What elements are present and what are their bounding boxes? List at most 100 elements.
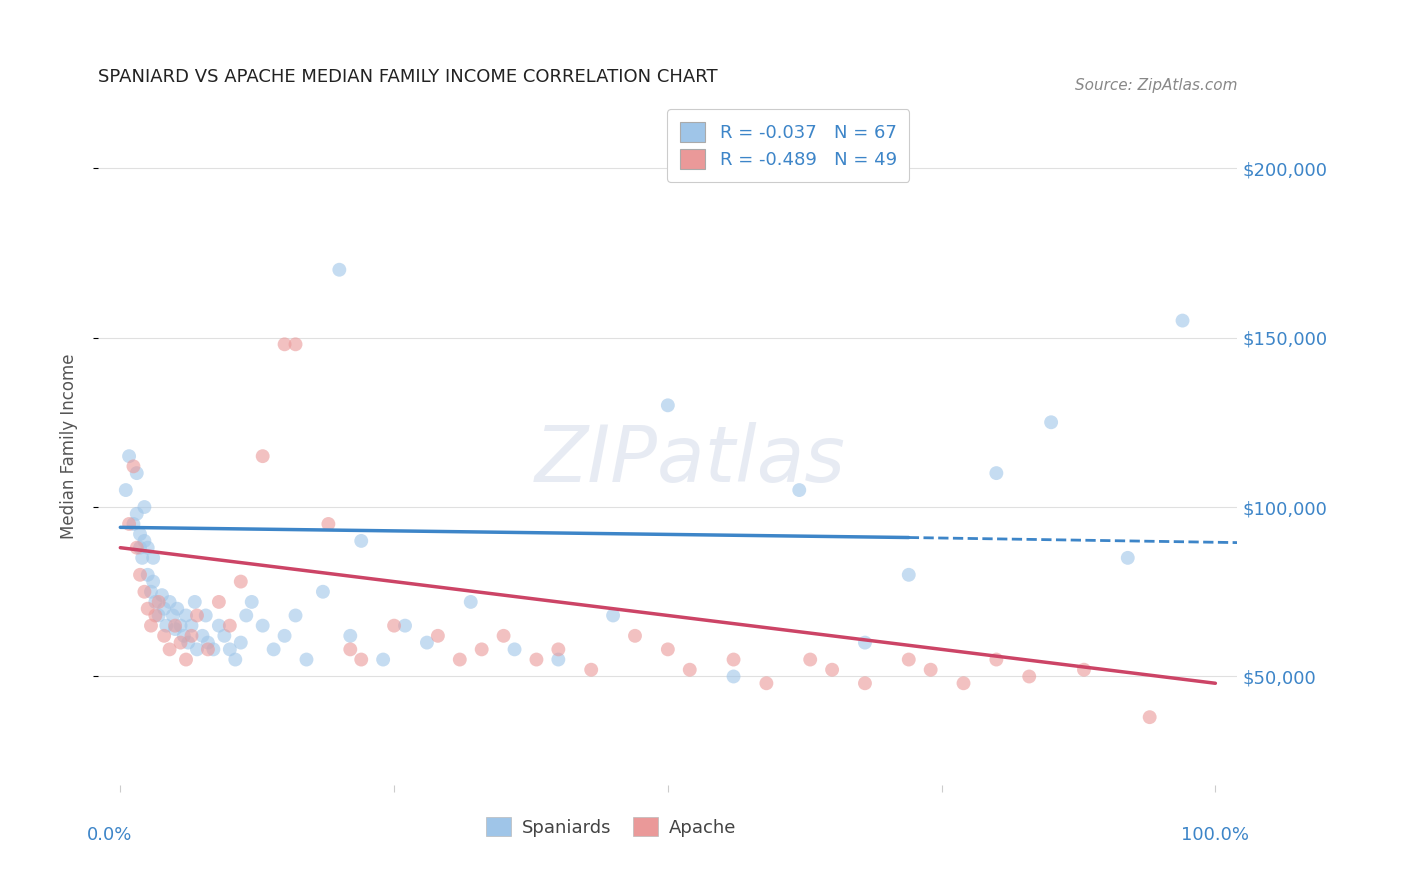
Point — [755, 676, 778, 690]
Point — [657, 642, 679, 657]
Point — [624, 629, 647, 643]
Point — [240, 595, 263, 609]
Point — [122, 516, 145, 531]
Point — [416, 635, 439, 649]
Point — [218, 642, 240, 657]
Point — [547, 652, 569, 666]
Point — [350, 652, 373, 666]
Point — [134, 500, 156, 514]
Point — [136, 541, 159, 555]
Point — [229, 635, 252, 649]
Point — [986, 652, 1008, 666]
Point — [148, 595, 170, 609]
Point — [153, 601, 176, 615]
Point — [131, 550, 153, 565]
Point — [579, 663, 602, 677]
Point — [139, 584, 162, 599]
Point — [526, 652, 548, 666]
Point — [169, 635, 191, 649]
Point — [165, 618, 187, 632]
Point — [657, 398, 679, 412]
Point — [174, 608, 197, 623]
Point — [145, 595, 167, 609]
Point — [159, 595, 181, 609]
Point — [1018, 669, 1040, 683]
Point — [218, 618, 240, 632]
Point — [162, 608, 184, 623]
Point — [394, 618, 416, 632]
Point — [142, 550, 165, 565]
Point — [547, 642, 569, 657]
Point — [148, 608, 170, 623]
Point — [125, 507, 148, 521]
Text: 0.0%: 0.0% — [87, 826, 132, 844]
Point — [224, 652, 246, 666]
Point — [252, 618, 274, 632]
Point — [449, 652, 471, 666]
Point — [134, 584, 156, 599]
Point — [177, 635, 200, 649]
Point — [328, 262, 350, 277]
Point — [122, 459, 145, 474]
Point — [180, 629, 202, 643]
Point — [169, 618, 191, 632]
Point — [1139, 710, 1161, 724]
Point — [139, 618, 162, 632]
Point — [273, 337, 295, 351]
Point — [897, 652, 920, 666]
Point — [1171, 313, 1194, 327]
Point — [134, 533, 156, 548]
Point — [723, 652, 745, 666]
Point — [986, 466, 1008, 480]
Text: Source: ZipAtlas.com: Source: ZipAtlas.com — [1074, 78, 1237, 94]
Point — [150, 588, 173, 602]
Point — [295, 652, 318, 666]
Point — [821, 663, 844, 677]
Point — [252, 449, 274, 463]
Point — [159, 642, 181, 657]
Point — [197, 635, 219, 649]
Point — [853, 635, 876, 649]
Point — [114, 483, 136, 497]
Point — [602, 608, 624, 623]
Point — [318, 516, 340, 531]
Point — [125, 466, 148, 480]
Point — [952, 676, 974, 690]
Point — [426, 629, 449, 643]
Point — [229, 574, 252, 589]
Point — [173, 629, 195, 643]
Point — [191, 629, 214, 643]
Point — [382, 618, 405, 632]
Point — [180, 618, 202, 632]
Point — [208, 618, 231, 632]
Point — [153, 629, 176, 643]
Point — [471, 642, 494, 657]
Point — [197, 642, 219, 657]
Point — [155, 618, 177, 632]
Point — [273, 629, 295, 643]
Point — [129, 527, 152, 541]
Point — [145, 608, 167, 623]
Point — [142, 574, 165, 589]
Point — [503, 642, 526, 657]
Point — [350, 533, 373, 548]
Point — [312, 584, 335, 599]
Point — [174, 652, 197, 666]
Point — [208, 595, 231, 609]
Point — [920, 663, 942, 677]
Point — [136, 567, 159, 582]
Point — [460, 595, 482, 609]
Point — [284, 608, 307, 623]
Point — [184, 595, 207, 609]
Point — [214, 629, 236, 643]
Text: SPANIARD VS APACHE MEDIAN FAMILY INCOME CORRELATION CHART: SPANIARD VS APACHE MEDIAN FAMILY INCOME … — [98, 68, 718, 86]
Point — [679, 663, 702, 677]
Point — [186, 608, 208, 623]
Point — [136, 601, 159, 615]
Point — [118, 516, 141, 531]
Point — [723, 669, 745, 683]
Point — [853, 676, 876, 690]
Point — [897, 567, 920, 582]
Point — [125, 541, 148, 555]
Point — [371, 652, 394, 666]
